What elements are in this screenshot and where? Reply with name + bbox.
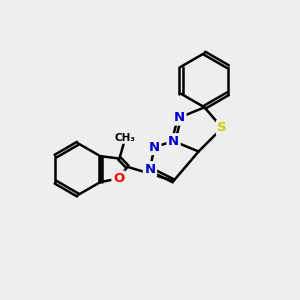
- Text: O: O: [113, 172, 124, 185]
- Text: N: N: [168, 135, 179, 148]
- Text: N: N: [149, 141, 160, 154]
- Text: N: N: [144, 163, 156, 176]
- Text: CH₃: CH₃: [115, 133, 136, 143]
- Text: S: S: [217, 122, 227, 134]
- Text: N: N: [174, 111, 185, 124]
